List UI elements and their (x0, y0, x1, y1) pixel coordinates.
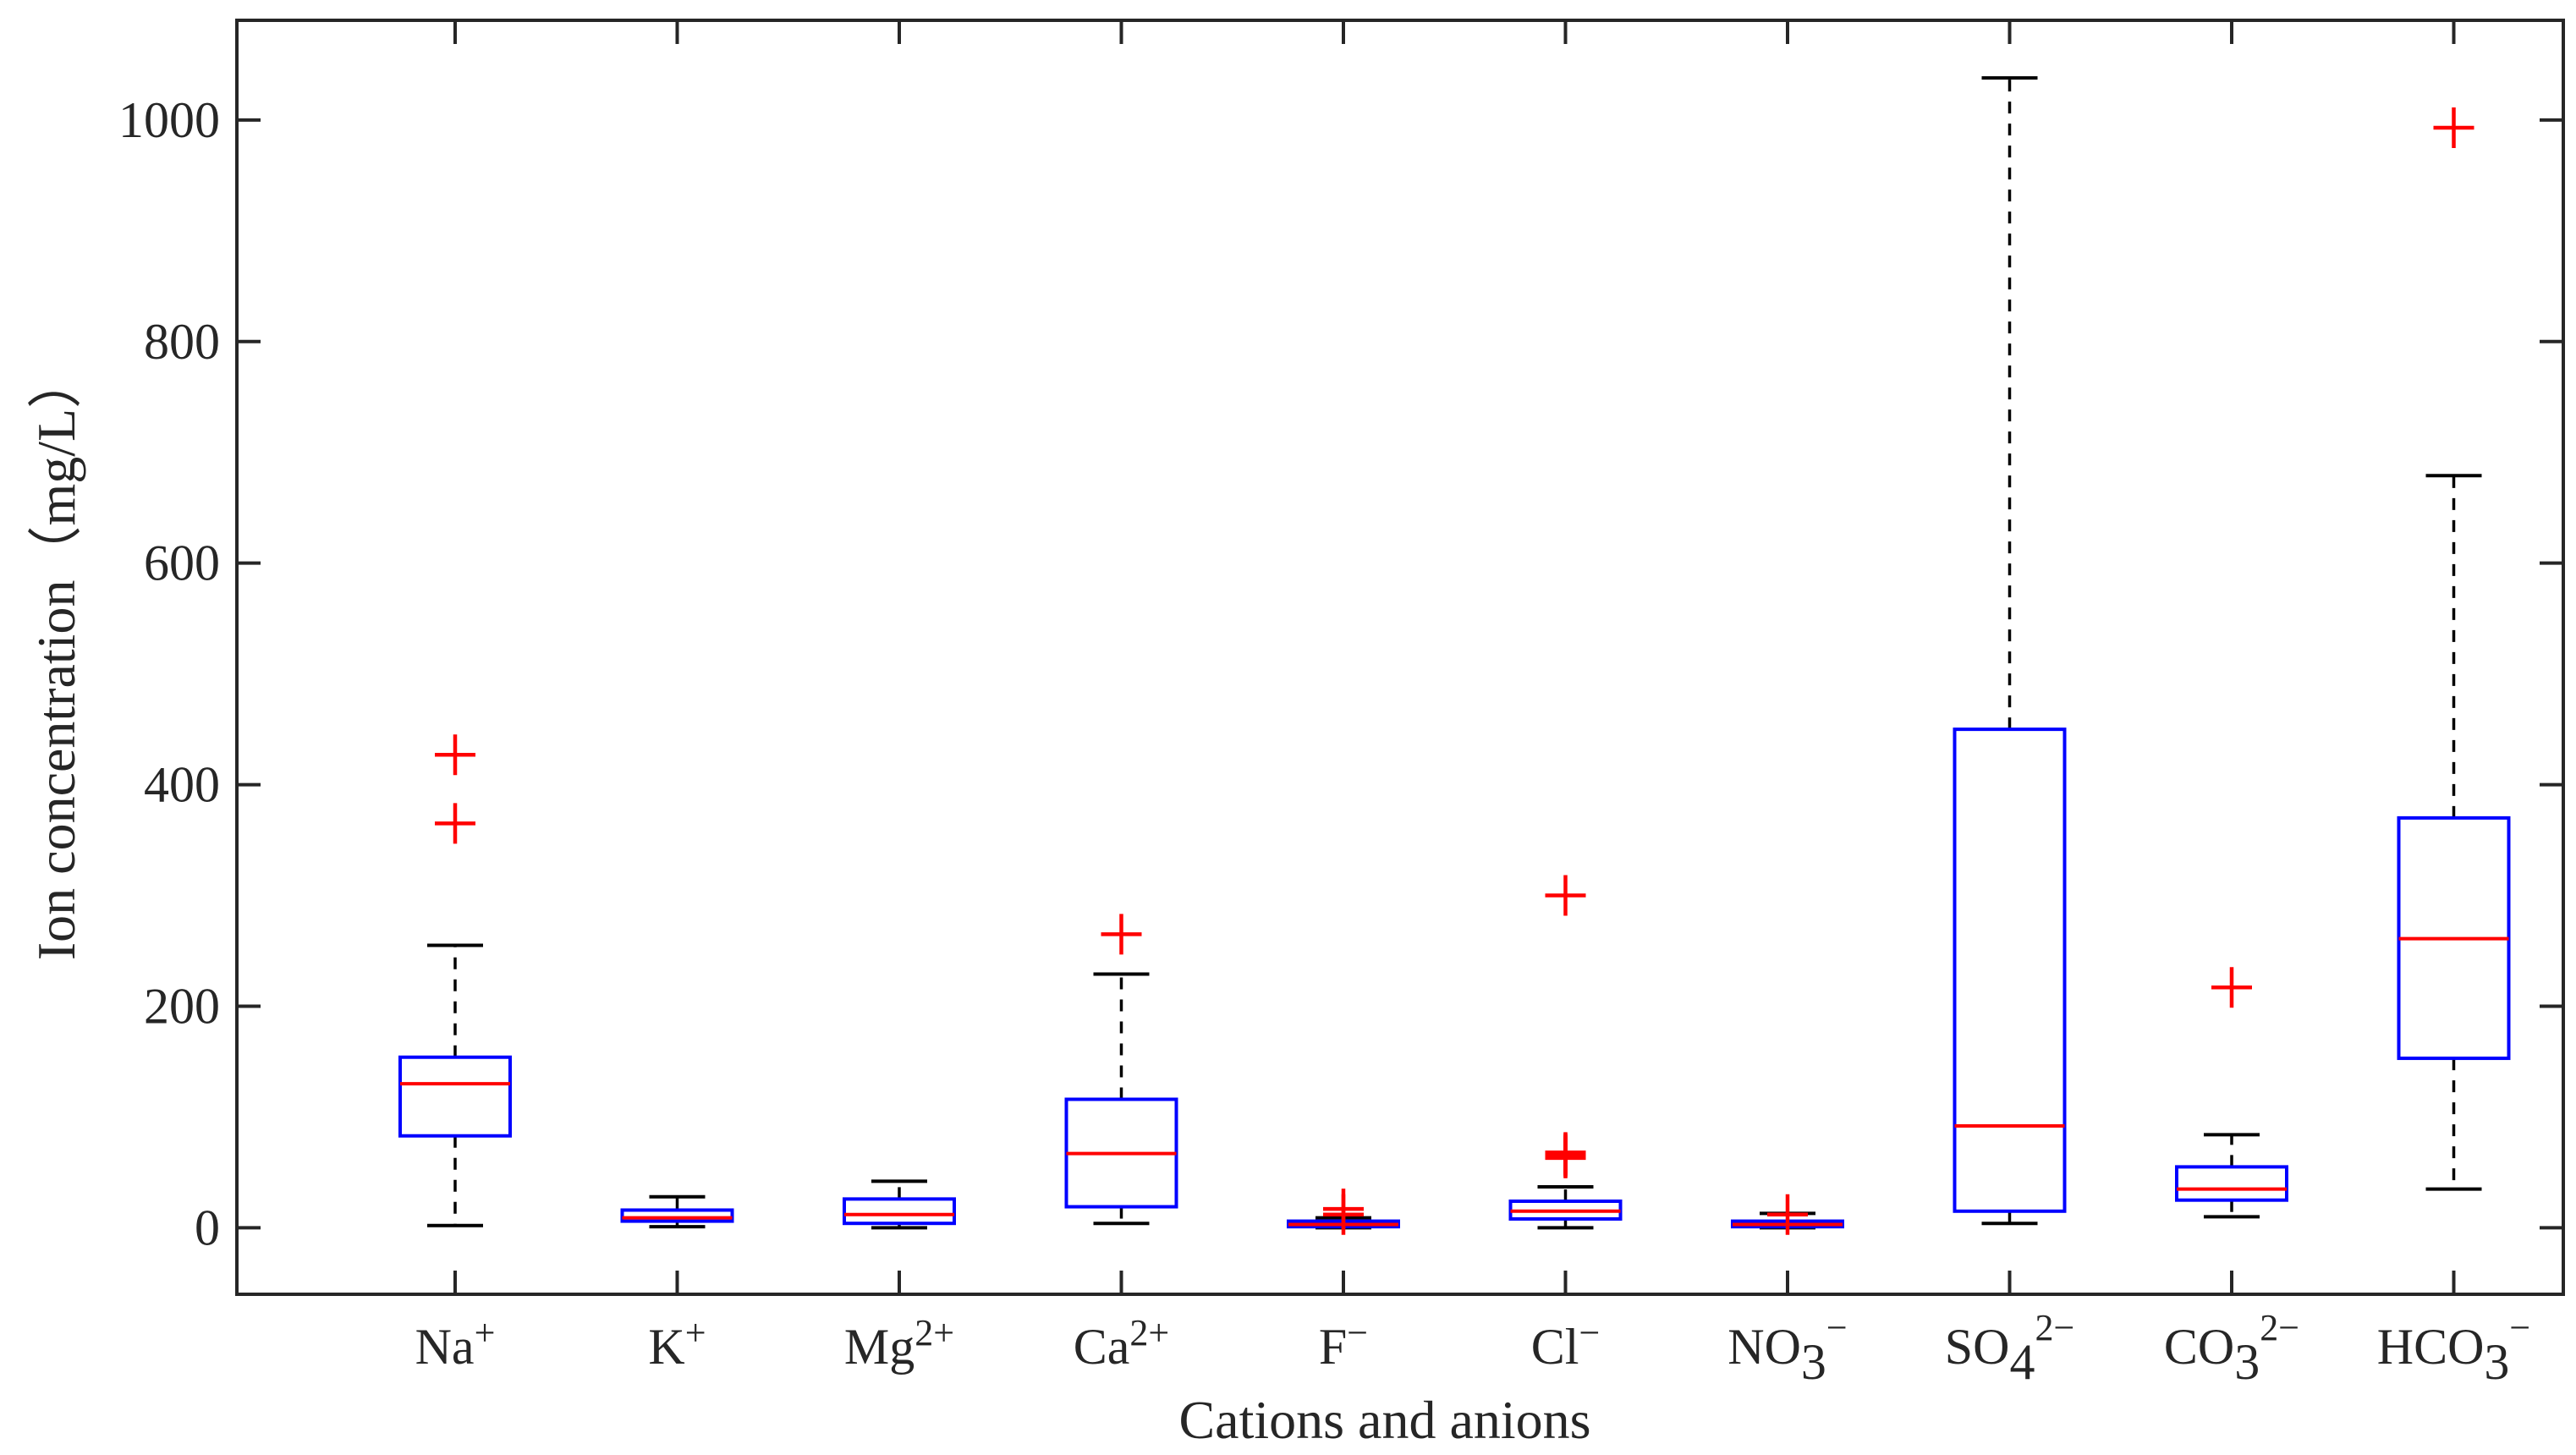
x-category-label: NO3− (1727, 1307, 1848, 1390)
outlier-marker (1101, 914, 1142, 955)
x-category-label: Cl− (1531, 1312, 1601, 1375)
outlier-marker (1323, 1189, 1364, 1230)
box-group (1953, 76, 2067, 1226)
y-tick-label: 0 (195, 1200, 220, 1255)
iqr-box (1953, 728, 2067, 1213)
x-axis-title: Cations and anions (1178, 1390, 1590, 1450)
outlier-marker (435, 803, 475, 844)
y-tick-label: 400 (144, 757, 220, 813)
box-group (2397, 107, 2511, 1191)
iqr-box (398, 1055, 512, 1138)
box-group (2175, 967, 2288, 1219)
x-category-label: SO42− (1945, 1307, 2075, 1390)
box-group (620, 1194, 734, 1229)
x-axis: Na+ K+ Mg2+ Ca2+ F− Cl− NO3− SO42− CO32− HCO3− (415, 20, 2531, 1390)
outlier-marker (435, 734, 475, 776)
outlier-marker (1545, 875, 1586, 916)
iqr-box (2175, 1165, 2288, 1202)
box-group (398, 734, 512, 1227)
iqr-box (620, 1208, 734, 1223)
box-group (843, 1179, 956, 1230)
x-category-label: Mg2+ (844, 1312, 954, 1375)
x-category-label: HCO3− (2377, 1307, 2531, 1390)
y-tick-label: 800 (144, 314, 220, 370)
outlier-marker (2211, 967, 2252, 1008)
box-group (1287, 1189, 1400, 1235)
box-series (398, 76, 2511, 1235)
x-category-label: F− (1319, 1312, 1368, 1375)
y-axis-title: Ion concentration（mg/L） (26, 354, 86, 960)
box-group (1064, 914, 1178, 1226)
x-category-label: Ca2+ (1074, 1312, 1169, 1375)
y-tick-label: 600 (144, 535, 220, 591)
y-tick-label: 200 (144, 979, 220, 1035)
outlier-marker (1545, 1132, 1586, 1173)
plot-area-frame (235, 19, 2565, 1296)
x-category-label: CO32− (2164, 1307, 2299, 1390)
iqr-box (843, 1197, 956, 1226)
y-axis: 0 200 400 600 800 1000 (118, 92, 2563, 1255)
y-tick-label: 1000 (118, 92, 220, 148)
x-category-label: K+ (648, 1312, 706, 1375)
outlier-marker (1767, 1194, 1808, 1235)
outlier-marker (2433, 107, 2474, 149)
box-group (1508, 875, 1623, 1230)
x-category-label: Na+ (415, 1312, 496, 1375)
box-group (1731, 1194, 1844, 1235)
